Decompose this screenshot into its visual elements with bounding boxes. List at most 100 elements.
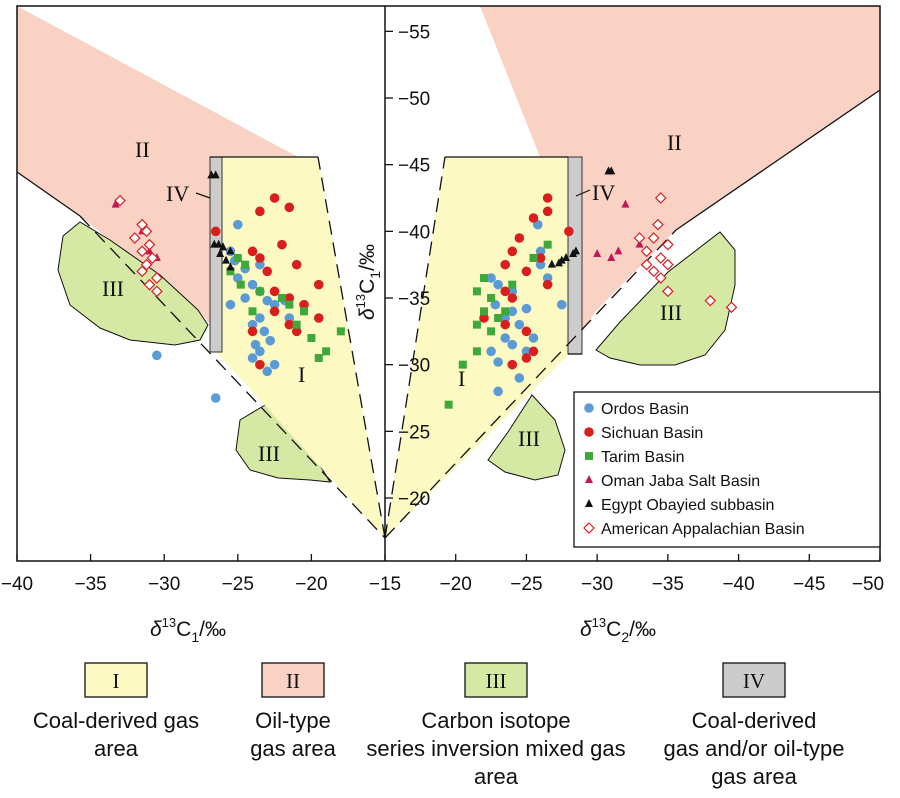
label-iii-left-lower: III [258, 441, 280, 466]
iv-callout-left [195, 192, 211, 199]
point-sichuan-basin [521, 266, 532, 277]
point-sichuan-basin [291, 259, 302, 270]
legend-label: Tarim Basin [601, 449, 685, 466]
point-ordos-basin [507, 286, 518, 297]
label-i-left: I [298, 362, 305, 387]
point-sichuan-basin [313, 313, 324, 323]
point-ordos-basin [255, 259, 265, 270]
point-american-appalachian-basin [725, 301, 738, 314]
y-tick-label: −50 [398, 89, 430, 110]
point-egypt-obayied-subbasin [554, 258, 563, 267]
label-iii-left-upper: III [102, 276, 124, 301]
label-iv-left: IV [166, 181, 189, 206]
point-ordos-basin [210, 393, 221, 403]
point-tarim-basin [233, 254, 242, 262]
center-y-axis-title: δ13C1/‰ [353, 244, 383, 320]
key-text-i: Coal-derived gas area [33, 708, 199, 761]
point-american-appalachian-basin [652, 218, 664, 231]
point-tarim-basin [277, 294, 286, 302]
point-tarim-basin [226, 267, 235, 276]
label-ii-right: II [667, 130, 682, 155]
point-ordos-basin [225, 299, 236, 310]
key-box-ii [261, 662, 325, 698]
point-ordos-basin [269, 359, 280, 370]
point-tarim-basin [444, 400, 453, 409]
key-text-iv: Coal-derived gas and/or oil-type gas area [664, 708, 845, 789]
point-tarim-basin [480, 307, 488, 316]
point-american-appalachian-basin [662, 285, 674, 298]
point-ordos-basin [493, 357, 503, 367]
point-egypt-obayied-subbasin [569, 249, 578, 257]
point-ordos-basin [486, 273, 496, 283]
legend-label: Egypt Obayied subbasin [601, 497, 774, 514]
point-ordos-basin [493, 386, 503, 397]
point-tarim-basin [472, 287, 481, 296]
point-ordos-basin [521, 346, 532, 357]
point-sichuan-basin [255, 206, 265, 217]
point-sichuan-basin [500, 259, 511, 270]
point-sichuan-basin [269, 193, 280, 203]
point-ordos-basin [247, 319, 258, 330]
point-ordos-basin [493, 279, 503, 290]
point-tarim-basin [480, 274, 488, 282]
region-iii-left-upper [57, 221, 209, 346]
point-sichuan-basin [299, 299, 309, 310]
legend-marker [583, 522, 595, 534]
point-ordos-basin [152, 350, 162, 361]
point-american-appalachian-basin [662, 258, 674, 271]
point-egypt-obayied-subbasin [547, 259, 556, 268]
point-american-appalachian-basin [654, 252, 667, 264]
point-tarim-basin [494, 314, 503, 322]
point-tarim-basin [543, 240, 552, 249]
point-ordos-basin [259, 326, 270, 337]
region-iii-right-upper [595, 231, 736, 366]
region-key: I II III IV Coal-derived gas area Oil-typ… [33, 662, 845, 789]
point-sichuan-basin [542, 193, 553, 203]
plot-frame [16, 5, 881, 562]
legend-marker [585, 475, 593, 483]
point-tarim-basin [472, 347, 481, 356]
x-tick-label: −40 [1, 574, 33, 595]
point-ordos-basin [486, 346, 496, 357]
key-text-iii: Carbon isotope series inversion mixed gas… [366, 708, 625, 789]
x-tick-label: −40 [722, 574, 754, 595]
right-x-axis-title: δ13C2/‰ [580, 615, 656, 645]
legend-label: American Appalachian Basin [601, 521, 805, 538]
point-egypt-obayied-subbasin [219, 242, 228, 251]
x-tick-label: −15 [369, 574, 401, 595]
point-ordos-basin [535, 246, 546, 257]
point-american-appalachian-basin [647, 232, 660, 244]
point-sichuan-basin [291, 326, 302, 337]
point-ordos-basin [507, 339, 518, 350]
legend-label: Sichuan Basin [601, 425, 703, 442]
point-american-appalachian-basin [150, 272, 163, 284]
point-sichuan-basin [514, 233, 525, 243]
point-sichuan-basin [247, 246, 258, 257]
y-tick-label: −30 [398, 356, 430, 377]
point-ordos-basin [247, 353, 258, 363]
point-american-appalachian-basin [136, 245, 148, 258]
point-ordos-basin [521, 303, 532, 314]
point-american-appalachian-basin [136, 265, 148, 278]
legend-marker [584, 427, 594, 437]
left-x-axis-title: δ13C1/‰ [150, 615, 226, 645]
point-sichuan-basin [528, 213, 539, 223]
point-ordos-basin [233, 219, 243, 230]
point-american-appalachian-basin [143, 238, 156, 251]
legend-marker [584, 403, 594, 413]
point-ordos-basin [255, 313, 265, 323]
label-iii-right-upper: III [660, 300, 682, 325]
point-tarim-basin [508, 280, 517, 289]
point-american-appalachian-basin [140, 258, 153, 271]
label-iii-right-lower: III [518, 426, 540, 451]
point-american-appalachian-basin [143, 278, 156, 291]
point-tarim-basin [529, 254, 538, 262]
legend-marker [585, 499, 593, 507]
point-ordos-basin [500, 333, 511, 343]
legend-marker [585, 452, 593, 460]
point-egypt-obayied-subbasin [562, 253, 571, 261]
point-egypt-obayied-subbasin [607, 166, 616, 175]
legend-box [573, 391, 881, 548]
label-ii-left: II [135, 137, 150, 162]
